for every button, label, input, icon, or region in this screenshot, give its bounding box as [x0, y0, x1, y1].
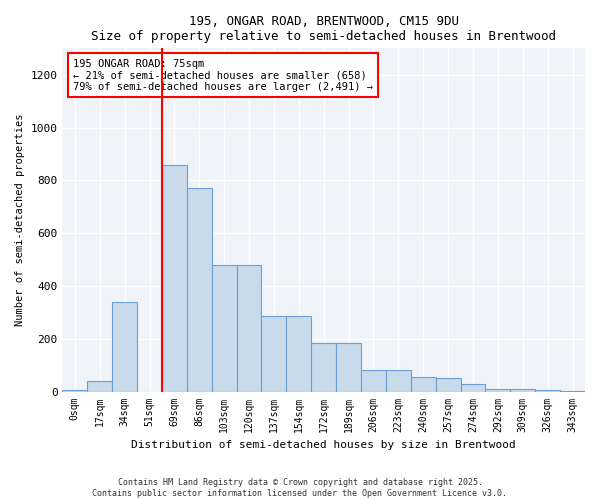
Bar	[311, 342, 336, 392]
Bar	[436, 378, 461, 392]
Bar	[236, 265, 262, 392]
Text: 195 ONGAR ROAD: 75sqm
← 21% of semi-detached houses are smaller (658)
79% of sem: 195 ONGAR ROAD: 75sqm ← 21% of semi-deta…	[73, 58, 373, 92]
Bar	[187, 188, 212, 392]
Bar	[262, 316, 286, 392]
Bar	[485, 389, 511, 392]
Bar	[535, 390, 560, 392]
Y-axis label: Number of semi-detached properties: Number of semi-detached properties	[15, 114, 25, 326]
Bar	[62, 390, 88, 392]
Bar	[88, 381, 112, 392]
Bar	[461, 384, 485, 392]
Bar	[212, 265, 236, 392]
Bar	[411, 377, 436, 392]
Bar	[112, 302, 137, 392]
Bar	[286, 316, 311, 392]
Bar	[511, 389, 535, 392]
Bar	[386, 370, 411, 392]
Bar	[162, 164, 187, 392]
Text: Contains HM Land Registry data © Crown copyright and database right 2025.
Contai: Contains HM Land Registry data © Crown c…	[92, 478, 508, 498]
Bar	[361, 370, 386, 392]
X-axis label: Distribution of semi-detached houses by size in Brentwood: Distribution of semi-detached houses by …	[131, 440, 516, 450]
Title: 195, ONGAR ROAD, BRENTWOOD, CM15 9DU
Size of property relative to semi-detached : 195, ONGAR ROAD, BRENTWOOD, CM15 9DU Siz…	[91, 15, 556, 43]
Bar	[560, 391, 585, 392]
Bar	[336, 342, 361, 392]
